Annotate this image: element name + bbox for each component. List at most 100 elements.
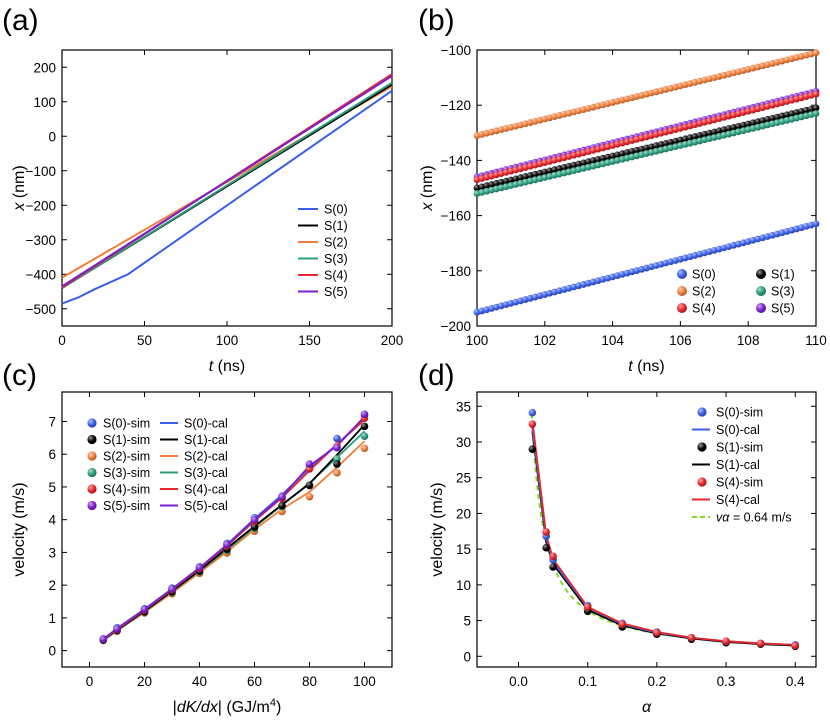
data-point	[549, 563, 557, 571]
legend-label-fit: vα = 0.64 m/s	[716, 511, 792, 525]
data-point	[549, 552, 557, 561]
legend-label-sim: S(1)-sim	[103, 433, 150, 447]
y-tick-label: −500	[26, 302, 56, 317]
data-point	[687, 633, 696, 642]
x-tick-label: 100	[466, 333, 489, 348]
x-tick-label: 60	[247, 674, 262, 689]
data-point	[542, 528, 550, 536]
data-point	[250, 523, 259, 531]
data-point	[812, 90, 820, 98]
panel-label: (d)	[418, 359, 455, 392]
legend-marker	[87, 467, 97, 478]
x-axis-label-close: )	[276, 699, 281, 716]
y-tick-label: 1	[48, 611, 56, 626]
data-point	[583, 603, 592, 611]
x-tick-label: 106	[669, 333, 692, 348]
data-point	[528, 408, 537, 417]
x-axis-label-prefix: |	[173, 699, 177, 716]
y-axis-label-var: x	[419, 202, 436, 212]
x-tick-label: 0.1	[578, 674, 597, 689]
x-tick-label: 0.4	[786, 674, 805, 689]
legend-fit-rest: = 0.64 m/s	[729, 511, 791, 525]
y-axis-label-text: velocity (m/s)	[429, 482, 446, 576]
data-point	[812, 220, 820, 228]
y-tick-label: 6	[48, 447, 56, 462]
x-tick-label: 150	[298, 333, 321, 348]
legend-marker	[697, 442, 707, 452]
y-axis-label-text: velocity (m/s)	[11, 482, 28, 576]
x-tick-label: 0	[86, 674, 94, 689]
legend-label-cal: S(5)-cal	[184, 499, 228, 513]
y-tick-label: −400	[26, 267, 56, 282]
data-point	[223, 540, 231, 549]
legend-label-sim: S(0)-sim	[716, 406, 763, 420]
legend-label-sim: S(4)-sim	[716, 476, 763, 490]
legend-label-cal: S(1)-cal	[716, 458, 760, 472]
x-axis-label-sup: 4	[270, 697, 276, 709]
plot-frame	[476, 391, 817, 668]
x-tick-label: 0.0	[509, 674, 528, 689]
y-tick-label: 200	[33, 60, 56, 75]
legend-label: S(0)	[692, 268, 716, 282]
y-tick-label: −160	[441, 209, 471, 224]
data-point	[812, 110, 820, 117]
y-tick-label: −100	[26, 164, 56, 179]
legend-label-cal: S(0)-cal	[716, 423, 760, 437]
legend-marker	[756, 269, 766, 279]
panel-label: (b)	[418, 4, 455, 37]
data-point	[653, 628, 661, 637]
y-tick-label: 10	[456, 578, 471, 593]
series-line-S(0)	[61, 89, 393, 305]
series-points-S(2)	[473, 49, 820, 139]
x-tick-label: 0	[58, 333, 66, 348]
x-tick-label: 100	[353, 674, 376, 689]
data-point	[305, 481, 314, 490]
legend-label: S(1)	[324, 219, 348, 233]
sim-points-S(5)	[99, 410, 369, 643]
data-point	[528, 445, 537, 453]
x-axis-label: α	[642, 699, 652, 716]
data-point	[333, 434, 341, 443]
data-point	[360, 432, 369, 441]
y-tick-label: −300	[26, 233, 56, 248]
legend-label: S(5)	[324, 285, 348, 299]
x-tick-label: 80	[302, 674, 317, 689]
y-tick-label: 5	[463, 614, 471, 629]
y-tick-label: 35	[456, 399, 471, 414]
legend-marker	[697, 407, 707, 417]
data-point	[360, 444, 369, 453]
legend-label: S(2)	[692, 285, 716, 299]
x-axis-label-unit: (ns)	[633, 358, 665, 375]
legend-marker	[697, 477, 707, 487]
data-point	[722, 637, 730, 646]
x-tick-label: 110	[805, 333, 827, 348]
y-tick-label: 3	[48, 545, 56, 560]
y-tick-label: −120	[441, 98, 471, 113]
data-point	[278, 501, 286, 510]
data-point	[791, 641, 800, 650]
x-tick-label: 0.2	[647, 674, 666, 689]
series-points-S(4)	[473, 90, 820, 184]
y-axis-label-var: x	[11, 202, 28, 212]
series-points-S(0)	[473, 220, 820, 316]
x-tick-label: 200	[381, 333, 404, 348]
data-point	[360, 422, 369, 431]
data-point	[99, 635, 108, 643]
y-axis-label: x (nm)	[419, 165, 436, 211]
legend-label: S(2)	[324, 236, 348, 250]
y-tick-label: −180	[441, 264, 471, 279]
data-point	[333, 460, 341, 468]
sim-points-S(4)	[528, 420, 800, 650]
y-tick-label: −100	[441, 43, 471, 58]
y-tick-label: 0	[463, 649, 471, 664]
y-tick-label: 15	[456, 542, 471, 557]
y-axis-label: velocity (m/s)	[11, 482, 28, 576]
series-line-S(3)	[61, 81, 393, 289]
legend-marker	[756, 286, 766, 296]
x-tick-label: 40	[192, 674, 207, 689]
y-tick-label: 5	[48, 480, 56, 495]
data-point	[333, 469, 341, 477]
x-tick-label: 108	[737, 333, 760, 348]
legend-marker	[87, 484, 97, 494]
legend-fit-var: vα	[716, 511, 730, 525]
